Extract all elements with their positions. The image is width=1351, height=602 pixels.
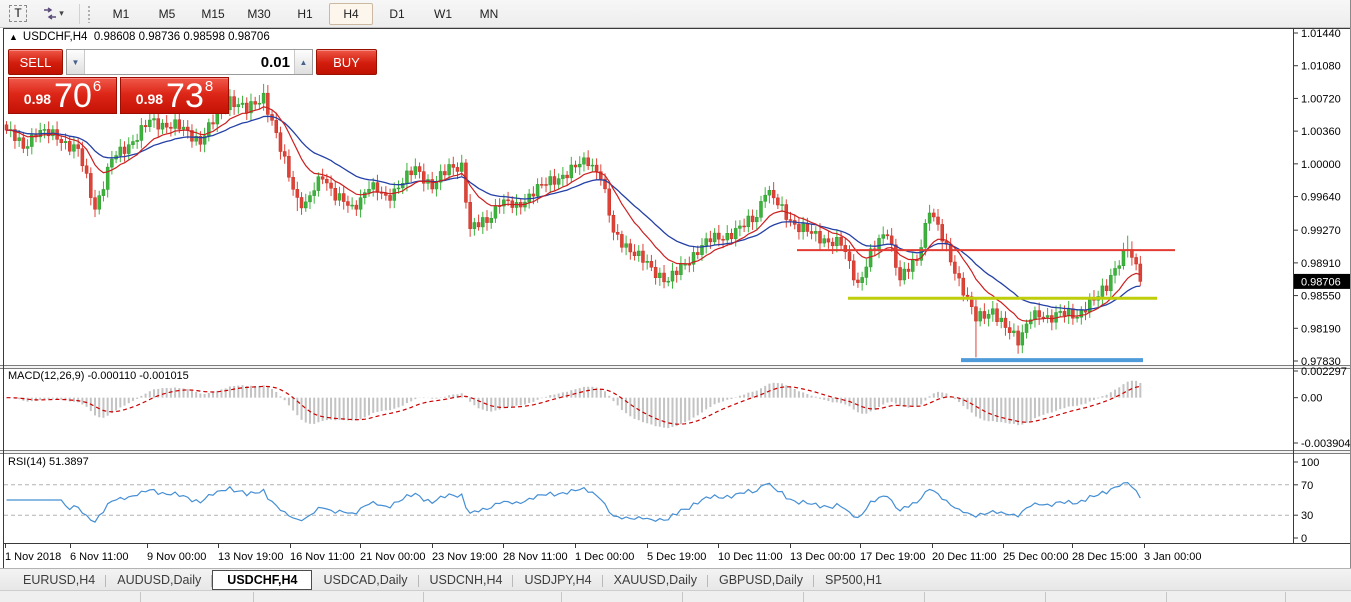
sell-price-pip: 6 xyxy=(93,78,101,95)
rsi-indicator-label: RSI(14) 51.3897 xyxy=(8,456,89,468)
buy-price-pip: 8 xyxy=(205,78,213,95)
rsi-layer xyxy=(4,483,1292,522)
buy-price-box[interactable]: 0.98 73 8 xyxy=(120,77,229,114)
status-bar-divider xyxy=(924,592,925,602)
sell-button[interactable]: SELL xyxy=(8,49,63,75)
status-bar-divider xyxy=(682,592,683,602)
chart-tab-usdcad-daily[interactable]: USDCAD,Daily xyxy=(312,571,418,589)
svg-text:1.00360: 1.00360 xyxy=(1301,126,1341,138)
svg-text:0: 0 xyxy=(1301,533,1307,545)
mt4-window: T ▾ M1M5M15M30H1H4D1W1MN ▲USDCHF,H4 0.98… xyxy=(0,0,1351,602)
macd-indicator-label: MACD(12,26,9) -0.000110 -0.001015 xyxy=(8,370,189,382)
svg-text:70: 70 xyxy=(1301,480,1313,492)
status-bar-divider xyxy=(803,592,804,602)
status-bar-divider xyxy=(1045,592,1046,602)
chart-ohlc-values: 0.98608 0.98736 0.98598 0.98706 xyxy=(94,31,270,43)
status-bar xyxy=(0,590,1351,602)
svg-text:0.99270: 0.99270 xyxy=(1301,225,1341,237)
volume-increase-button[interactable]: ▲ xyxy=(294,50,312,74)
buy-price-main: 73 xyxy=(166,81,204,111)
svg-text:0.00: 0.00 xyxy=(1301,393,1322,405)
chart-tab-usdjpy-h4[interactable]: USDJPY,H4 xyxy=(513,571,602,589)
svg-text:100: 100 xyxy=(1301,457,1319,469)
buy-button[interactable]: BUY xyxy=(316,49,377,75)
sell-price-main: 70 xyxy=(54,81,92,111)
svg-text:17 Dec 19:00: 17 Dec 19:00 xyxy=(860,551,925,563)
time-axis: 1 Nov 2018 6 Nov 11:00 9 Nov 00:00 13 Nov 1… xyxy=(5,543,1202,563)
svg-text:20 Dec 11:00: 20 Dec 11:00 xyxy=(932,551,997,563)
svg-text:28 Nov 11:00: 28 Nov 11:00 xyxy=(503,551,568,563)
status-bar-divider xyxy=(140,592,141,602)
svg-text:5 Dec 19:00: 5 Dec 19:00 xyxy=(647,551,706,563)
svg-text:1.01080: 1.01080 xyxy=(1301,61,1341,73)
buy-price-prefix: 0.98 xyxy=(136,91,163,107)
chart-tab-audusd-daily[interactable]: AUDUSD,Daily xyxy=(106,571,212,589)
chart-tab-gbpusd-daily[interactable]: GBPUSD,Daily xyxy=(708,571,814,589)
current-price-tag: 0.98706 xyxy=(1294,274,1350,289)
price-axis: 1.01440 1.01080 1.00720 1.00360 1.00000 0.996… xyxy=(1293,28,1341,368)
svg-text:0.98550: 0.98550 xyxy=(1301,291,1341,303)
svg-text:1.00000: 1.00000 xyxy=(1301,159,1341,171)
chart-shift-marker: ▲ xyxy=(9,32,18,42)
status-bar-divider xyxy=(1285,592,1286,602)
one-click-trade-panel: SELL ▼ ▲ BUY 0.98 70 6 0.98 73 8 xyxy=(8,49,229,114)
svg-text:1 Nov 2018: 1 Nov 2018 xyxy=(5,551,61,563)
svg-text:6 Nov 11:00: 6 Nov 11:00 xyxy=(70,551,129,563)
svg-text:28 Dec 15:00: 28 Dec 15:00 xyxy=(1072,551,1137,563)
macd-axis: 0.002297 0.00 -0.003904 xyxy=(1293,366,1351,450)
svg-text:3 Jan 00:00: 3 Jan 00:00 xyxy=(1144,551,1202,563)
svg-text:1.01440: 1.01440 xyxy=(1301,28,1341,40)
svg-text:25 Dec 00:00: 25 Dec 00:00 xyxy=(1003,551,1068,563)
candles-layer xyxy=(5,84,1142,357)
svg-text:23 Nov 19:00: 23 Nov 19:00 xyxy=(432,551,497,563)
rsi-axis: 100 70 30 0 xyxy=(1293,457,1319,545)
svg-text:-0.003904: -0.003904 xyxy=(1301,438,1351,450)
svg-text:0.98910: 0.98910 xyxy=(1301,258,1341,270)
svg-text:30: 30 xyxy=(1301,510,1313,522)
svg-text:9 Nov 00:00: 9 Nov 00:00 xyxy=(147,551,206,563)
volume-input[interactable] xyxy=(85,50,294,74)
macd-layer xyxy=(7,381,1141,428)
svg-text:0.98190: 0.98190 xyxy=(1301,323,1341,335)
volume-stepper: ▼ ▲ xyxy=(66,49,313,75)
svg-text:0.98706: 0.98706 xyxy=(1301,276,1341,288)
sell-price-prefix: 0.98 xyxy=(24,91,51,107)
status-bar-divider xyxy=(253,592,254,602)
chart-tab-xauusd-daily[interactable]: XAUUSD,Daily xyxy=(603,571,708,589)
svg-text:10 Dec 11:00: 10 Dec 11:00 xyxy=(718,551,783,563)
chart-tab-usdchf-h4[interactable]: USDCHF,H4 xyxy=(212,570,312,590)
svg-text:21 Nov 00:00: 21 Nov 00:00 xyxy=(360,551,425,563)
sell-price-box[interactable]: 0.98 70 6 xyxy=(8,77,117,114)
svg-text:0.002297: 0.002297 xyxy=(1301,366,1347,378)
chart-tab-bar: EURUSD,H4AUDUSD,DailyUSDCHF,H4USDCAD,Dai… xyxy=(0,568,1351,590)
status-bar-divider xyxy=(1166,592,1167,602)
svg-text:16 Nov 11:00: 16 Nov 11:00 xyxy=(290,551,355,563)
volume-decrease-button[interactable]: ▼ xyxy=(67,50,85,74)
svg-text:13 Nov 19:00: 13 Nov 19:00 xyxy=(218,551,283,563)
chart-symbol-period: USDCHF,H4 xyxy=(23,31,88,43)
status-bar-divider xyxy=(423,592,424,602)
svg-text:13 Dec 00:00: 13 Dec 00:00 xyxy=(790,551,855,563)
chart-tab-usdcnh-h4[interactable]: USDCNH,H4 xyxy=(419,571,514,589)
moving-averages-layer xyxy=(7,107,1141,321)
chart-tab-eurusd-h4[interactable]: EURUSD,H4 xyxy=(12,571,106,589)
status-bar-divider xyxy=(561,592,562,602)
chart-tab-sp500-h1[interactable]: SP500,H1 xyxy=(814,571,893,589)
svg-text:0.99640: 0.99640 xyxy=(1301,192,1341,204)
chart-title: ▲ USDCHF,H4 0.98608 0.98736 0.98598 0.987… xyxy=(9,31,270,43)
svg-text:1 Dec 00:00: 1 Dec 00:00 xyxy=(575,551,634,563)
svg-text:1.00720: 1.00720 xyxy=(1301,93,1341,105)
